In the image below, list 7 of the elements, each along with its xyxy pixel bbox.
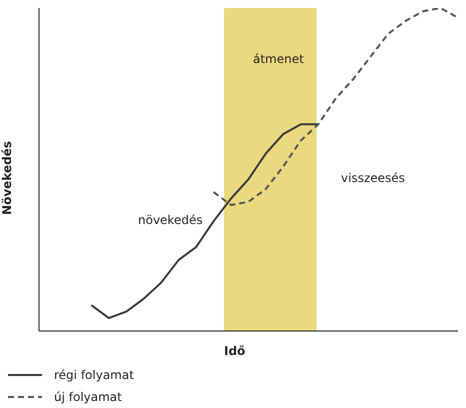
annotation: átmenet bbox=[253, 52, 304, 66]
legend-label: régi folyamat bbox=[54, 368, 134, 382]
annotation: visszeesés bbox=[341, 171, 405, 185]
annotation: növekedés bbox=[138, 213, 203, 227]
y-axis-title: Növekedés bbox=[0, 141, 14, 215]
legend-label: új folyamat bbox=[54, 390, 122, 404]
x-axis-title: Idő bbox=[224, 344, 246, 358]
